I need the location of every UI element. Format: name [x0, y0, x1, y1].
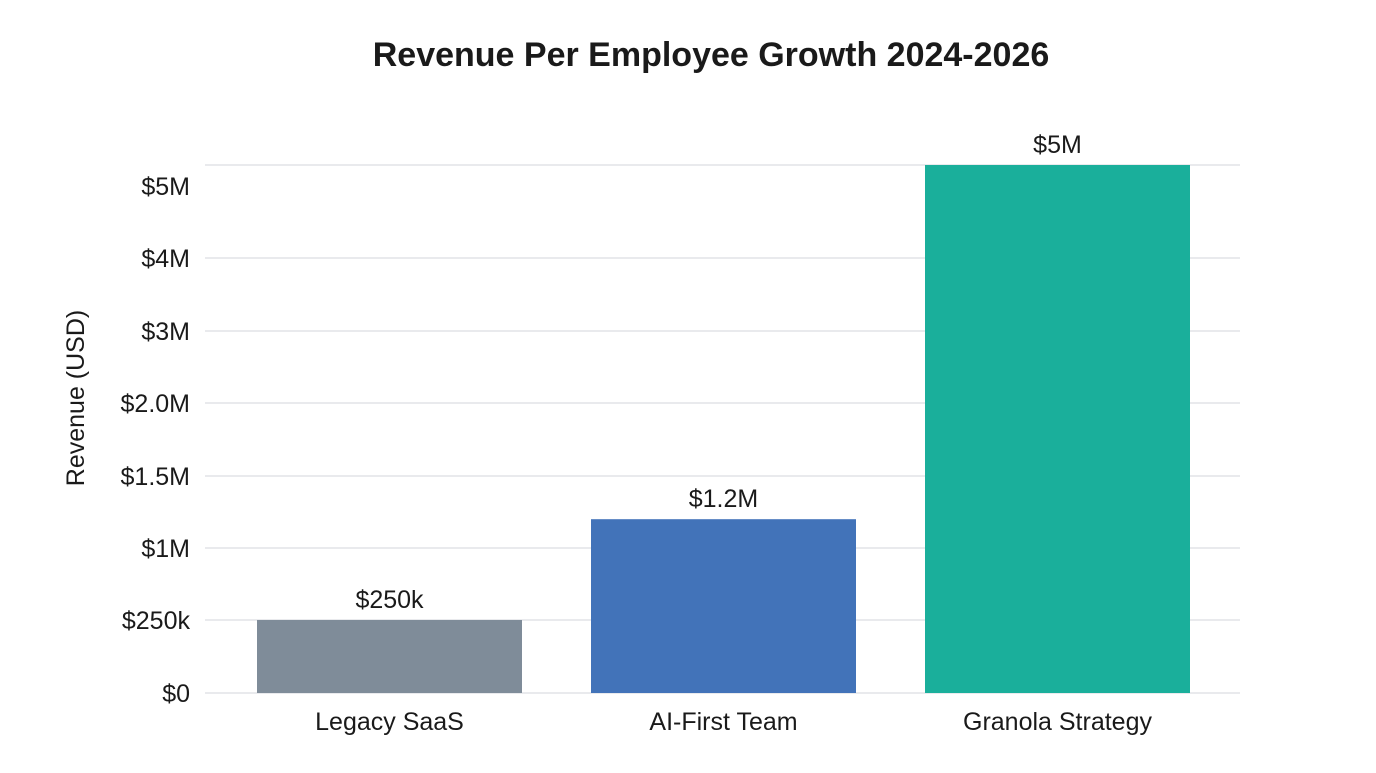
y-tick-label: $4M [141, 245, 190, 273]
x-tick-label: Legacy SaaS [315, 708, 464, 736]
y-tick-label: $3M [141, 318, 190, 346]
y-tick-label: $5M [141, 173, 190, 201]
bars [257, 165, 1190, 693]
y-axis-label: Revenue (USD) [62, 310, 90, 486]
y-tick-label: $2.0M [121, 390, 190, 418]
data-label: $250k [355, 586, 424, 614]
bar-granola-strategy [925, 165, 1190, 693]
x-tick-labels: Legacy SaaS AI-First Team Granola Strategy [315, 708, 1152, 736]
chart-title: Revenue Per Employee Growth 2024-2026 [373, 36, 1050, 74]
y-tick-label: $1M [141, 535, 190, 563]
bar-ai-first-team [591, 519, 856, 693]
y-tick-label: $1.5M [121, 463, 190, 491]
y-tick-label: $250k [122, 607, 191, 635]
bar-legacy-saas [257, 620, 522, 693]
y-tick-label: $0 [162, 680, 190, 708]
x-tick-label: Granola Strategy [963, 708, 1152, 736]
data-label: $1.2M [689, 485, 758, 513]
data-label: $5M [1033, 131, 1082, 159]
y-tick-labels: $0 $250k $1M $1.5M $2.0M $3M $4M $5M [121, 173, 191, 708]
data-labels: $250k $1.2M $5M [355, 131, 1081, 614]
x-tick-label: AI-First Team [649, 708, 797, 736]
